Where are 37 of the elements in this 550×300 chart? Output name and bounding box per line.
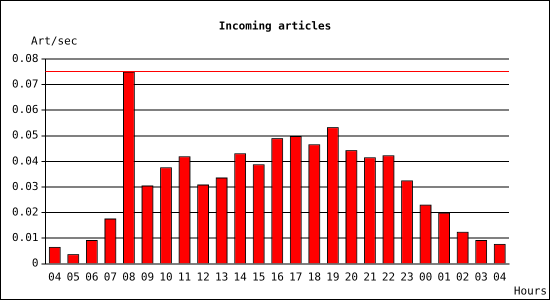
y-tick-label: 0.01 — [12, 231, 38, 244]
x-tick-label: 22 — [382, 270, 396, 284]
x-tick-label: 05 — [66, 270, 80, 284]
x-tick-label: 20 — [344, 270, 358, 284]
x-tick-label: 00 — [418, 270, 432, 284]
x-tick-label: 12 — [196, 270, 210, 284]
x-tick-label: 10 — [159, 270, 173, 284]
y-tick-label: 0.08 — [12, 52, 38, 65]
x-tick-label: 08 — [122, 270, 136, 284]
x-tick-label: 02 — [456, 270, 470, 284]
y-tick-label: 0.03 — [12, 180, 38, 193]
x-tick-label: 16 — [270, 270, 284, 284]
chart-title: Incoming articles — [218, 19, 332, 32]
x-tick-label: 07 — [104, 270, 118, 284]
x-tick-label: 15 — [252, 270, 266, 284]
x-tick-label: 23 — [400, 270, 414, 284]
y-tick-label: 0.05 — [12, 128, 38, 142]
x-tick-label: 11 — [178, 270, 192, 284]
x-tick-label: 14 — [234, 270, 248, 284]
x-tick-label: 17 — [289, 270, 302, 284]
y-axis-title: Art/sec — [31, 34, 78, 48]
y-tick-label: 0.02 — [12, 205, 38, 218]
y-tick-label: 0.06 — [12, 103, 38, 116]
x-tick-label: 04 — [493, 270, 507, 284]
x-tick-label: 01 — [437, 270, 451, 284]
x-tick-label: 19 — [326, 270, 340, 284]
y-tick-label: 0.04 — [12, 154, 39, 168]
x-tick-label: 18 — [308, 270, 321, 284]
y-tick-label: 0 — [32, 256, 38, 270]
x-tick-label: 06 — [85, 270, 98, 284]
x-axis-title: Hours — [514, 284, 547, 298]
x-tick-label: 21 — [363, 270, 377, 284]
x-tick-label: 09 — [140, 270, 154, 284]
x-tick-label: 03 — [474, 270, 488, 284]
x-tick-label: 04 — [48, 270, 62, 284]
y-tick-label: 0.07 — [12, 77, 38, 90]
x-tick-label: 13 — [215, 270, 228, 284]
